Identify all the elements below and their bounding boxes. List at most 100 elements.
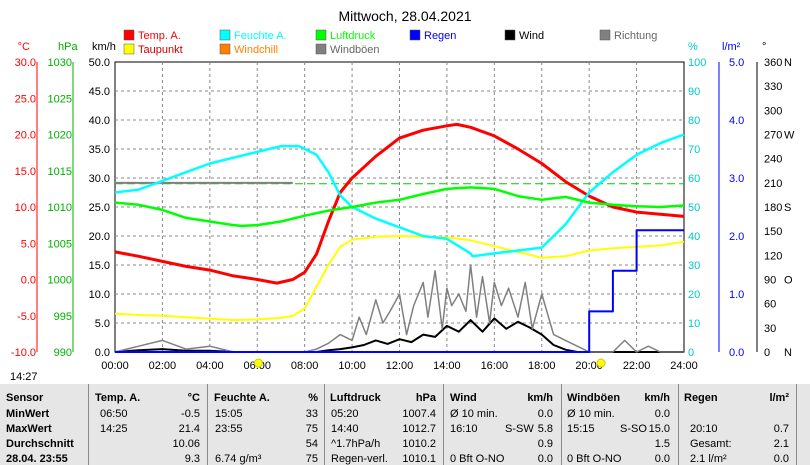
x-tick-label: 18:00 xyxy=(528,360,556,372)
chart-title: Mittwoch, 28.04.2021 xyxy=(338,8,471,24)
legend-label: Windchill xyxy=(234,44,278,56)
axis-unit-pressure: hPa xyxy=(58,41,78,53)
wind-value: 0.0 xyxy=(537,453,553,465)
grid: 00:0002:0004:0006:0008:0010:0012:0014:00… xyxy=(101,61,698,372)
x-tick-label: 08:00 xyxy=(291,360,319,372)
legend-swatch xyxy=(123,29,135,41)
wind-axis-tick: 45.0 xyxy=(89,86,110,98)
pressure-axis-tick: 1010 xyxy=(48,202,72,214)
humidity-axis-tick: 20 xyxy=(688,289,700,301)
temp-value: 9.3 xyxy=(184,453,200,465)
series-temp-a- xyxy=(114,122,685,285)
rain-axis-tick: 1.0 xyxy=(729,289,744,301)
x-tick-label: 22:00 xyxy=(623,360,651,372)
row-label: MinWert xyxy=(6,408,50,420)
wind-value: 5.8 xyxy=(537,423,553,435)
direction-letter: O xyxy=(784,275,793,287)
header-rain-unit: l/m² xyxy=(769,392,789,404)
table-separator xyxy=(207,384,208,465)
pressure-axis-tick: 1030 xyxy=(48,57,72,69)
wind-axis-tick: 20.0 xyxy=(89,231,110,243)
wind-axis-tick: 40.0 xyxy=(89,115,110,127)
row-label: 28.04. 23:55 xyxy=(6,453,68,465)
legend-swatch xyxy=(315,43,327,55)
pressure-axis-tick: 1020 xyxy=(48,130,72,142)
wind-value: 0.9 xyxy=(537,438,553,450)
legend-label: Temp. A. xyxy=(138,30,181,42)
gust-value: 15.0 xyxy=(648,423,670,435)
table-separator xyxy=(324,384,325,465)
gust-desc: Ø 10 min. xyxy=(567,408,615,420)
wind-axis-tick: 15.0 xyxy=(89,260,110,272)
pressure-axis-tick: 1025 xyxy=(48,93,72,105)
x-tick-label: 14:00 xyxy=(433,360,461,372)
wind-desc: 0 Bft O-NO xyxy=(450,453,505,465)
rain-axis-tick: 4.0 xyxy=(729,115,744,127)
header-humidity: Feuchte A. xyxy=(214,392,270,404)
rain-desc: Gesamt: xyxy=(690,438,732,450)
cursor-time: 14:27 xyxy=(10,371,38,383)
axis-unit-humidity: % xyxy=(688,41,698,53)
temp-axis-tick: 0.0 xyxy=(21,275,36,287)
wind-axis-tick: 0.0 xyxy=(95,347,110,359)
humidity-axis-tick: 100 xyxy=(688,57,706,69)
table-separator xyxy=(88,384,89,465)
temp-axis-tick: 10.0 xyxy=(15,202,36,214)
direction-axis-tick: 360 xyxy=(764,57,782,69)
wind-axis-tick: 10.0 xyxy=(89,289,110,301)
wind-axis-tick: 30.0 xyxy=(89,173,110,185)
header-pressure: Luftdruck xyxy=(330,392,381,404)
pressure-axis-tick: 995 xyxy=(54,311,72,323)
gust-value: 0.0 xyxy=(654,453,670,465)
table-separator xyxy=(443,384,444,465)
legend-swatch xyxy=(315,29,327,41)
direction-axis-tick: 120 xyxy=(764,250,782,262)
humidity-axis-tick: 70 xyxy=(688,144,700,156)
direction-axis-tick: 240 xyxy=(764,154,782,166)
axis-unit-rain: l/m² xyxy=(722,41,741,53)
sunrise-marker xyxy=(253,358,263,368)
row-label: Durchschnitt xyxy=(6,438,74,450)
axis-unit-temp: °C xyxy=(18,41,30,53)
humidity-axis-tick: 50 xyxy=(688,202,700,214)
header-humidity-unit: % xyxy=(308,392,318,404)
legend: Temp. A. Feuchte A. Luftdruck Regen Wind Rich… xyxy=(123,29,657,56)
gust-dir: S-SO xyxy=(620,423,647,435)
header-sensor: Sensor xyxy=(6,392,44,404)
pressure-axis-tick: 1015 xyxy=(48,166,72,178)
legend-label: Taupunkt xyxy=(138,44,183,56)
header-rain: Regen xyxy=(684,392,718,404)
pressure-value: 1007.4 xyxy=(402,408,436,420)
series-feuchte-a- xyxy=(114,133,685,258)
direction-axis-tick: 180 xyxy=(764,202,782,214)
wind-desc: Ø 10 min. xyxy=(450,408,498,420)
table-separator xyxy=(678,384,679,465)
pressure-time: Regen-verl. xyxy=(331,453,388,465)
header-temp: Temp. A. xyxy=(95,392,141,404)
humidity-value: 54 xyxy=(305,438,318,450)
humidity-time: 6.74 g/m³ xyxy=(215,453,262,465)
temp-axis-tick: 25.0 xyxy=(15,93,36,105)
header-gust: Windböen xyxy=(567,392,621,404)
direction-letter: W xyxy=(784,130,795,142)
direction-letter: N xyxy=(784,347,792,359)
header-wind-unit: km/h xyxy=(527,392,553,404)
series-taupunkt xyxy=(114,235,685,322)
direction-axis-tick: 60 xyxy=(764,299,776,311)
wind-axis-tick: 35.0 xyxy=(89,144,110,156)
rain-axis-tick: 3.0 xyxy=(729,173,744,185)
temp-value: 21.4 xyxy=(178,423,200,435)
humidity-time: 23:55 xyxy=(215,423,243,435)
legend-swatch xyxy=(599,29,611,41)
pressure-time: 14:40 xyxy=(331,423,359,435)
pressure-value: 1010.2 xyxy=(402,438,436,450)
summary-table: Sensor Temp. A. °C Feuchte A.% Luftdruck hPa W… xyxy=(0,384,810,465)
direction-axis-tick: 90 xyxy=(764,275,776,287)
sunset-marker xyxy=(596,358,606,368)
table-separator xyxy=(561,384,562,465)
rain-value: 0.7 xyxy=(773,423,789,435)
axes: -10.0 -5.0 0.0 5.0 10.0 15.0 20.0 25.0 30.0 990 99… xyxy=(11,41,795,359)
gust-desc: 0 Bft O-NO xyxy=(567,453,622,465)
temp-value: -0.5 xyxy=(181,408,200,420)
x-tick-label: 12:00 xyxy=(386,360,414,372)
